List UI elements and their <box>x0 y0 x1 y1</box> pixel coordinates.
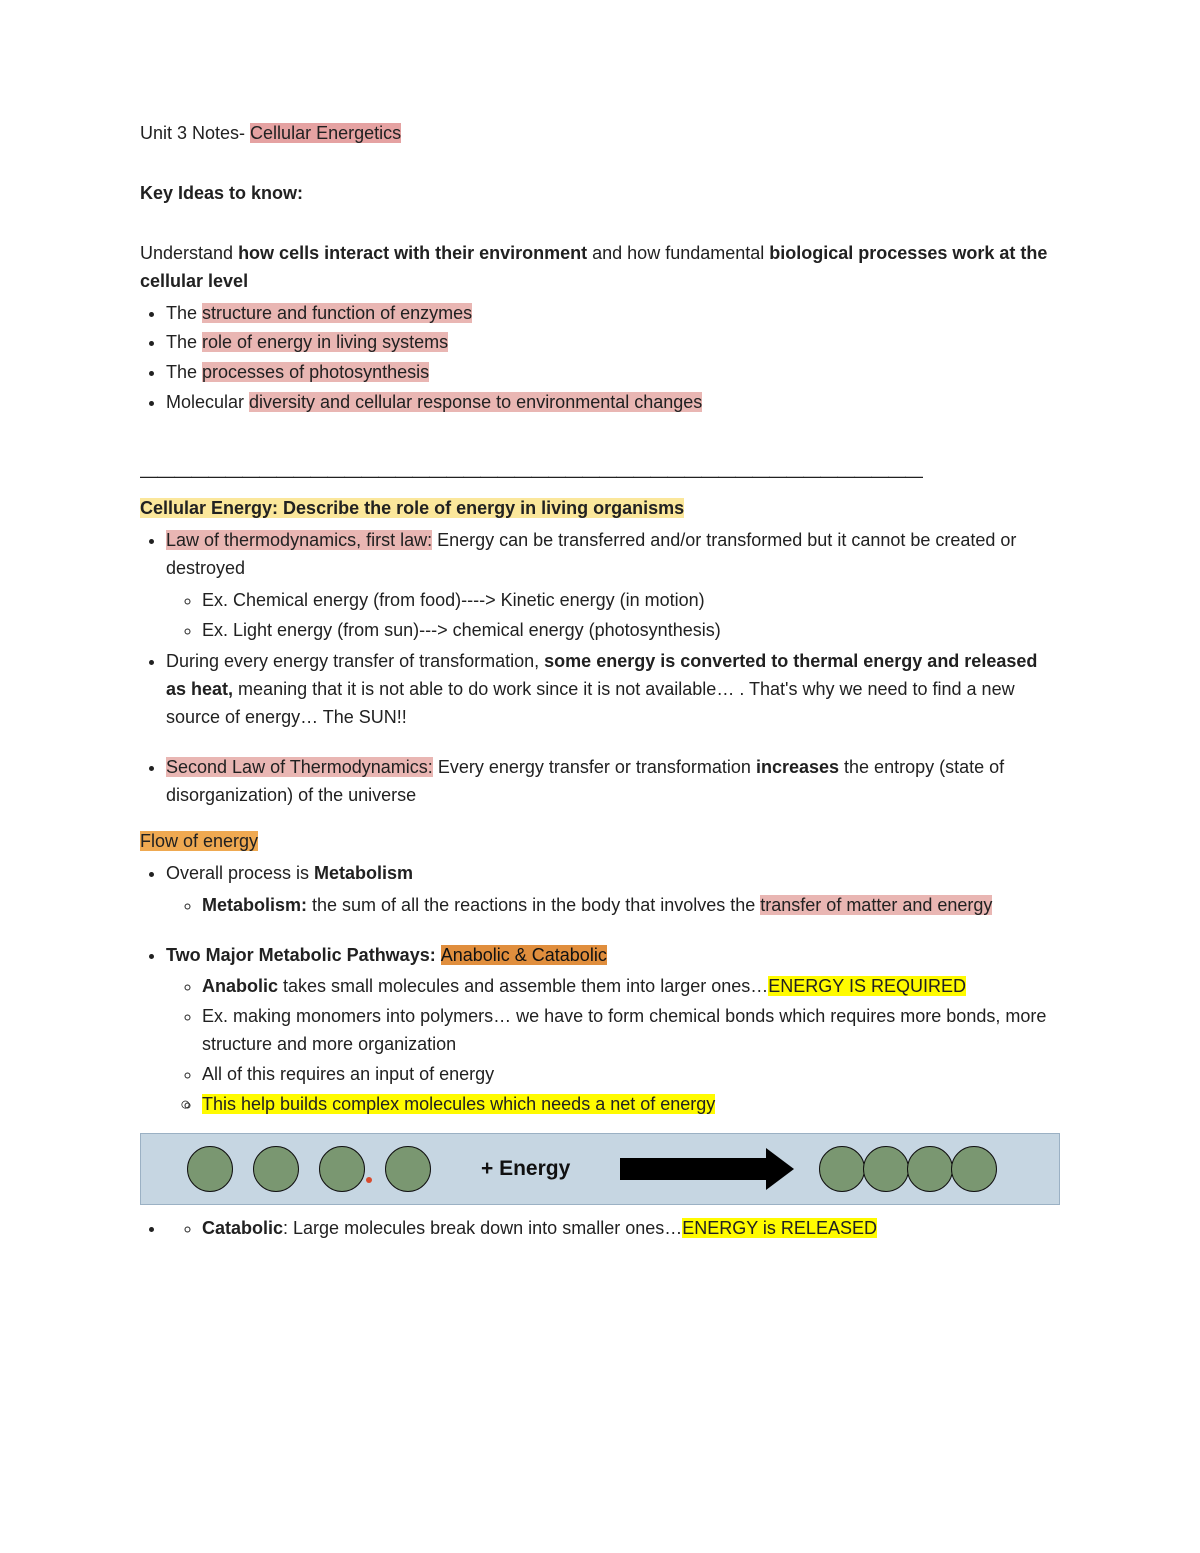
arrow-icon <box>620 1158 770 1180</box>
flow-list-2: Two Major Metabolic Pathways: Anabolic &… <box>166 942 1060 1119</box>
title-line: Unit 3 Notes- Cellular Energetics <box>140 120 1060 148</box>
sub-item: Catabolic: Large molecules break down in… <box>202 1215 1060 1243</box>
item-text: The <box>166 303 202 323</box>
title-prefix: Unit 3 Notes- <box>140 123 250 143</box>
sub-item: Anabolic takes small molecules and assem… <box>202 973 1060 1001</box>
section-heading-cell-energy: Cellular Energy: Describe the role of en… <box>140 495 1060 523</box>
item-text: takes small molecules and assemble them … <box>278 976 768 996</box>
list-item: Two Major Metabolic Pathways: Anabolic &… <box>166 942 1060 1119</box>
sub-list: Anabolic takes small molecules and assem… <box>202 973 1060 1118</box>
item-text: the sum of all the reactions in the body… <box>307 895 760 915</box>
molecule-icon <box>819 1146 865 1192</box>
list-item: Catabolic: Large molecules break down in… <box>166 1215 1060 1243</box>
sub-list: Metabolism: the sum of all the reactions… <box>202 892 1060 920</box>
molecule-icon <box>907 1146 953 1192</box>
catabolic-list: Catabolic: Large molecules break down in… <box>166 1215 1060 1243</box>
item-highlight: Second Law of Thermodynamics: <box>166 757 433 777</box>
section-heading-text: Flow of energy <box>140 831 258 851</box>
plus-energy-label: + Energy <box>481 1153 570 1186</box>
sub-item: This help builds complex molecules which… <box>202 1091 1060 1119</box>
sub-item: Metabolism: the sum of all the reactions… <box>202 892 1060 920</box>
item-highlight: ENERGY IS REQUIRED <box>768 976 966 996</box>
item-text: Molecular <box>166 392 249 412</box>
item-highlight: Law of thermodynamics, first law: <box>166 530 432 550</box>
list-item: Molecular diversity and cellular respons… <box>166 389 1060 417</box>
sub-list: Ex. Chemical energy (from food)----> Kin… <box>202 587 1060 645</box>
list-item: The role of energy in living systems <box>166 329 1060 357</box>
item-bold: Two Major Metabolic Pathways: <box>166 945 441 965</box>
item-highlight: diversity and cellular response to envir… <box>249 392 702 412</box>
intro-text: and how fundamental <box>587 243 769 263</box>
list-item: The processes of photosynthesis <box>166 359 1060 387</box>
item-highlight: processes of photosynthesis <box>202 362 429 382</box>
list-item: Law of thermodynamics, first law: Energy… <box>166 527 1060 645</box>
list-item: During every energy transfer of transfor… <box>166 648 1060 732</box>
cell-energy-list-2: Second Law of Thermodynamics: Every ener… <box>166 754 1060 810</box>
molecule-icon <box>187 1146 233 1192</box>
title-highlight: Cellular Energetics <box>250 123 401 143</box>
item-highlight: role of energy in living systems <box>202 332 448 352</box>
divider-line: ————————————————————————————————————————… <box>140 463 1060 491</box>
item-bold: Catabolic <box>202 1218 283 1238</box>
anabolic-diagram: + Energy <box>140 1133 1060 1205</box>
section-heading-text: Cellular Energy: Describe the role of en… <box>140 498 684 518</box>
molecule-chain <box>820 1146 996 1192</box>
list-item: The structure and function of enzymes <box>166 300 1060 328</box>
item-highlight: Anabolic & Catabolic <box>441 945 607 965</box>
item-text: The <box>166 332 202 352</box>
intro-text: Understand <box>140 243 238 263</box>
key-ideas-intro: Understand how cells interact with their… <box>140 240 1060 296</box>
item-highlight: ENERGY is RELEASED <box>682 1218 877 1238</box>
molecule-icon <box>253 1146 299 1192</box>
item-text: The <box>166 362 202 382</box>
item-highlight: structure and function of enzymes <box>202 303 472 323</box>
section-heading-flow: Flow of energy <box>140 828 1060 856</box>
sub-item: Ex. Chemical energy (from food)----> Kin… <box>202 587 1060 615</box>
sub-item: Ex. Light energy (from sun)---> chemical… <box>202 617 1060 645</box>
item-bold: Anabolic <box>202 976 278 996</box>
item-highlight: This help builds complex molecules which… <box>202 1094 715 1114</box>
page: Unit 3 Notes- Cellular Energetics Key Id… <box>0 0 1200 1553</box>
molecule-icon <box>863 1146 909 1192</box>
item-text: During every energy transfer of transfor… <box>166 651 544 671</box>
molecule-icon <box>951 1146 997 1192</box>
item-bold: increases <box>756 757 839 777</box>
item-bold: Metabolism <box>314 863 413 883</box>
key-ideas-heading: Key Ideas to know: <box>140 180 1060 208</box>
sub-list: Catabolic: Large molecules break down in… <box>202 1215 1060 1243</box>
item-highlight: transfer of matter and energy <box>760 895 992 915</box>
molecule-icon <box>385 1146 431 1192</box>
item-text: meaning that it is not able to do work s… <box>166 679 1015 727</box>
item-bold: Metabolism: <box>202 895 307 915</box>
item-text: Every energy transfer or transformation <box>433 757 756 777</box>
intro-bold: how cells interact with their environmen… <box>238 243 587 263</box>
document-content: Unit 3 Notes- Cellular Energetics Key Id… <box>0 0 1200 1243</box>
list-item: Second Law of Thermodynamics: Every ener… <box>166 754 1060 810</box>
flow-list: Overall process is Metabolism Metabolism… <box>166 860 1060 920</box>
sub-item: Ex. making monomers into polymers… we ha… <box>202 1003 1060 1059</box>
molecule-icon <box>319 1146 365 1192</box>
cell-energy-list: Law of thermodynamics, first law: Energy… <box>166 527 1060 732</box>
list-item: Overall process is Metabolism Metabolism… <box>166 860 1060 920</box>
sub-item: All of this requires an input of energy <box>202 1061 1060 1089</box>
item-text: : Large molecules break down into smalle… <box>283 1218 682 1238</box>
item-text: Overall process is <box>166 863 314 883</box>
key-ideas-list: The structure and function of enzymes Th… <box>166 300 1060 418</box>
